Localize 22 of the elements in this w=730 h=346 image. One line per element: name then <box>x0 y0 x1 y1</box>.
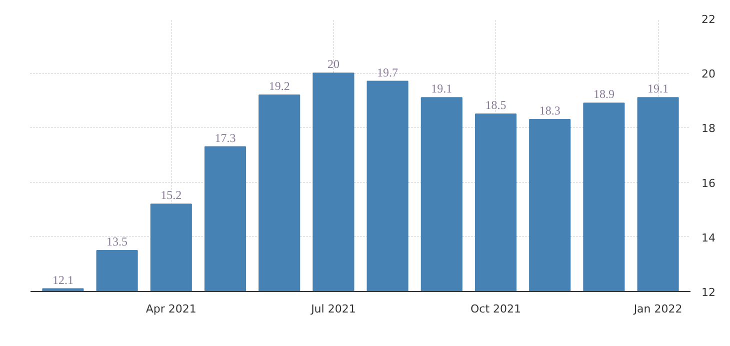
data-label: 19.2 <box>268 78 290 93</box>
data-label: 18.3 <box>539 104 560 118</box>
y-tick-label: 12 <box>702 286 716 299</box>
data-label: 20 <box>327 57 340 72</box>
data-label: 15.2 <box>160 188 182 202</box>
data-label: 19.7 <box>377 65 398 80</box>
data-label: 12.1 <box>52 272 74 287</box>
y-tick-label: 16 <box>702 176 716 190</box>
data-label: 18.9 <box>593 87 614 102</box>
y-tick-label: 20 <box>702 68 716 81</box>
y-tick-label: 22 <box>702 13 716 26</box>
data-label: 18.5 <box>485 98 506 112</box>
data-label: 19.1 <box>648 82 669 96</box>
data-label: 19.1 <box>431 82 452 96</box>
y-tick-label: 14 <box>702 231 716 244</box>
x-tick-label: Jan 2022 <box>632 302 682 316</box>
x-tick-label: Jul 2021 <box>310 302 356 316</box>
x-tick-label: Apr 2021 <box>146 302 196 316</box>
data-label: 17.3 <box>214 130 236 145</box>
y-tick-label: 18 <box>702 122 716 136</box>
data-label: 13.5 <box>106 234 128 249</box>
x-tick-label: Oct 2021 <box>470 302 522 316</box>
